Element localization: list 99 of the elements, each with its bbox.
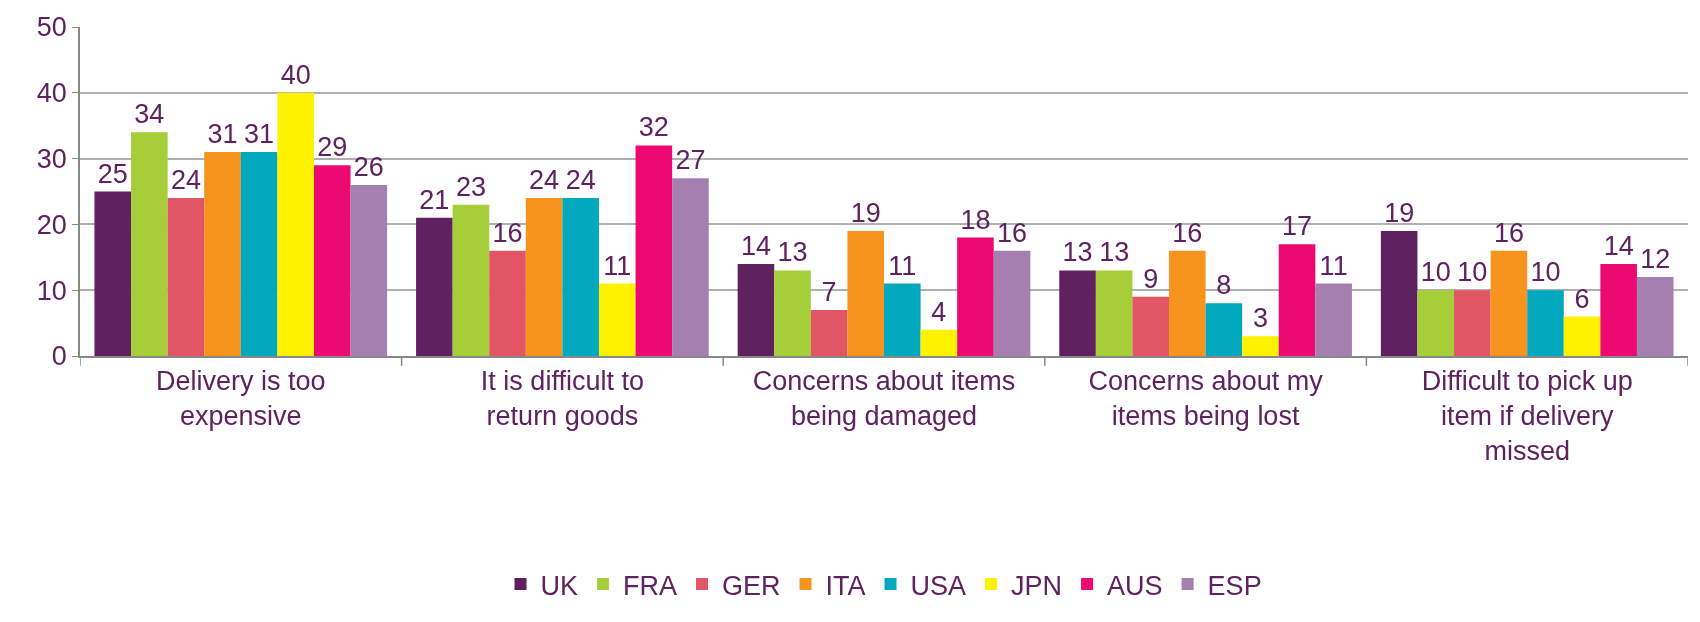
bar (884, 283, 921, 356)
bar (525, 198, 563, 356)
data-label: 24 (529, 165, 560, 196)
x-tick-label: Delivery is too expensive (156, 366, 326, 432)
y-tick-label: 40 (36, 78, 67, 109)
bar (1095, 270, 1133, 356)
data-label: 16 (492, 217, 523, 248)
data-label: 31 (207, 119, 238, 150)
bar (993, 250, 1031, 356)
data-label: 14 (740, 230, 771, 261)
x-tick-label: Concerns about my items being lost (1088, 366, 1324, 432)
data-label: 23 (455, 171, 486, 202)
data-label: 19 (1384, 197, 1415, 228)
bar (635, 145, 673, 356)
bar (131, 132, 168, 356)
x-tick-label: It is difficult to return goods (480, 366, 644, 432)
bar (1417, 290, 1455, 356)
bar (810, 309, 848, 356)
data-label: 16 (997, 217, 1028, 248)
data-label: 11 (888, 250, 917, 281)
data-label: 24 (170, 165, 201, 196)
data-label: 11 (603, 250, 632, 281)
bar (204, 152, 241, 356)
bar (1600, 263, 1637, 356)
bar (1169, 250, 1206, 356)
bar (350, 184, 388, 356)
data-label: 12 (1640, 244, 1671, 275)
legend-label: AUS (1107, 570, 1163, 601)
bar (277, 92, 314, 356)
data-label: 10 (1457, 257, 1488, 288)
bar (416, 217, 453, 356)
data-label: 7 (821, 276, 837, 307)
bar (920, 329, 958, 356)
data-label: 13 (1099, 237, 1130, 268)
bar (489, 250, 526, 356)
data-label: 17 (1282, 211, 1313, 242)
data-label: 14 (1603, 230, 1634, 261)
bar (1490, 250, 1528, 356)
bar (1563, 316, 1601, 356)
data-label: 16 (1172, 217, 1203, 248)
bar (94, 191, 132, 356)
legend-label: UK (540, 570, 579, 601)
bar (672, 178, 709, 356)
bar (313, 165, 351, 356)
data-label: 9 (1143, 263, 1159, 294)
data-label: 24 (565, 165, 596, 196)
bar (598, 283, 636, 356)
bar (562, 198, 599, 356)
y-tick-label: 50 (36, 12, 67, 43)
y-tick-label: 10 (36, 275, 67, 306)
data-label: 13 (1062, 237, 1093, 268)
data-label: 34 (134, 99, 165, 130)
legend-label: USA (910, 570, 967, 601)
bar (774, 270, 811, 356)
data-label: 19 (850, 197, 881, 228)
bar (1315, 283, 1352, 356)
data-label: 18 (960, 204, 991, 235)
legend-label: GER (722, 570, 781, 601)
bar (1242, 336, 1279, 356)
bar (240, 152, 278, 356)
legend-label: JPN (1011, 570, 1063, 601)
bar (452, 204, 490, 356)
bar (1454, 290, 1491, 356)
data-label: 29 (317, 132, 348, 163)
data-label: 26 (353, 151, 384, 182)
bar (1205, 303, 1243, 356)
bar (1059, 270, 1096, 356)
data-label: 40 (280, 59, 311, 90)
data-label: 10 (1420, 257, 1451, 288)
x-tick-label: Concerns about items being damaged (752, 366, 1016, 432)
data-label: 6 (1574, 283, 1590, 314)
y-tick-label: 30 (36, 144, 67, 175)
bar (1636, 277, 1674, 356)
bar (847, 230, 884, 356)
bar (1132, 296, 1170, 356)
bar (737, 263, 775, 356)
data-label: 21 (419, 184, 450, 215)
x-tick-label: Difficult to pick up item if delivery missed (1421, 366, 1633, 467)
y-tick-label: 0 (51, 341, 67, 372)
data-label: 8 (1216, 270, 1232, 301)
bar (957, 237, 994, 356)
data-label: 27 (675, 145, 706, 176)
data-label: 10 (1530, 257, 1561, 288)
y-tick-label: 20 (36, 209, 67, 240)
data-label: 16 (1493, 217, 1524, 248)
legend-label: ESP (1207, 570, 1262, 601)
bar (167, 198, 205, 356)
data-label: 11 (1319, 250, 1348, 281)
legend-label: FRA (623, 570, 678, 601)
bar (1527, 290, 1564, 356)
data-label: 3 (1252, 303, 1268, 334)
data-label: 31 (244, 119, 275, 150)
bar (1380, 230, 1418, 356)
data-label: 25 (97, 158, 128, 189)
data-label: 13 (777, 237, 808, 268)
legend-label: ITA (825, 570, 866, 601)
bar (1278, 244, 1316, 356)
data-label: 4 (931, 296, 947, 327)
data-label: 32 (638, 112, 669, 143)
